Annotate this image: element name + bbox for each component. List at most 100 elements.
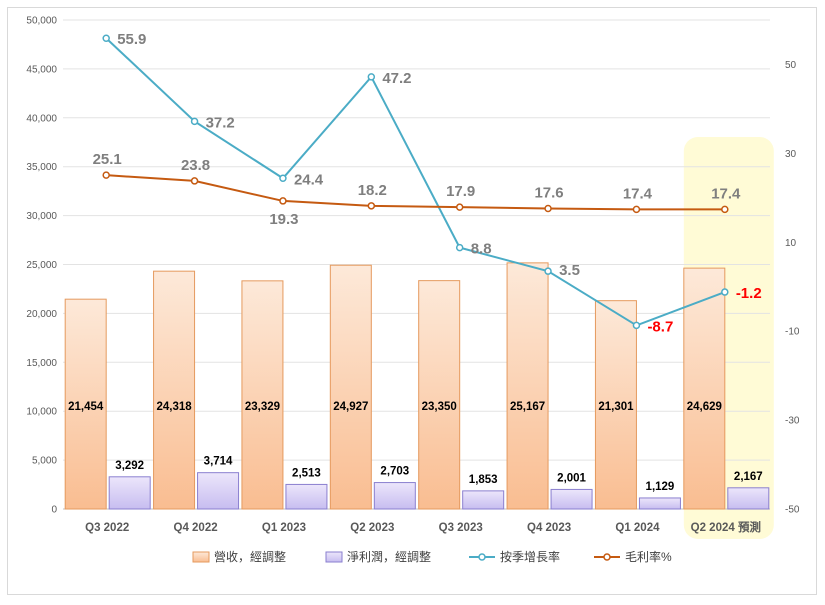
net-profit-bar-label: 2,513 — [292, 467, 321, 479]
left-axis-tick-label: 20,000 — [26, 309, 57, 320]
left-axis-tick-label: 15,000 — [26, 358, 57, 369]
growth-point — [455, 243, 464, 252]
gross-margin-point — [279, 197, 287, 205]
revenue-bar — [153, 270, 196, 510]
category-label: Q4 2023 — [527, 522, 571, 534]
category-label: Q3 2022 — [85, 522, 129, 534]
revenue-bar-label: 24,318 — [156, 401, 192, 413]
category-label: Q3 2023 — [439, 522, 483, 534]
growth-data-label: -8.7 — [647, 318, 673, 335]
revenue-bar — [418, 280, 461, 510]
gross-margin-data-label: 17.4 — [711, 185, 741, 202]
gross-margin-point — [190, 177, 199, 185]
left-axis-tick-label: 10,000 — [26, 407, 57, 418]
net-profit-bar — [638, 497, 681, 510]
right-axis-tick-label: -30 — [785, 416, 800, 427]
growth-data-label: 3.5 — [559, 262, 580, 279]
legend-marker — [478, 553, 486, 561]
revenue-bar-label: 21,454 — [68, 401, 104, 413]
category-label: Q1 2024 — [615, 522, 660, 534]
growth-data-label: 8.8 — [471, 241, 492, 258]
right-axis-tick-label: 50 — [785, 60, 797, 71]
growth-data-label: 47.2 — [382, 70, 411, 87]
right-axis-tick-label: -50 — [785, 505, 800, 516]
gross-margin-data-label: 25.1 — [93, 151, 122, 168]
growth-data-label: 37.2 — [206, 114, 235, 131]
category-label: Q2 2023 — [350, 522, 394, 534]
legend-swatch — [192, 551, 210, 563]
revenue-bar — [241, 280, 284, 510]
gross-margin-point — [721, 205, 729, 214]
net-profit-bar — [108, 476, 151, 510]
growth-point — [632, 321, 641, 330]
gross-margin-point — [544, 204, 552, 213]
gross-margin-point — [102, 171, 110, 179]
net-profit-bar — [727, 487, 770, 510]
legend-swatch — [325, 551, 343, 563]
gross-margin-data-label: 19.3 — [269, 211, 298, 228]
net-profit-bar — [550, 488, 593, 510]
growth-data-label: 24.4 — [294, 171, 324, 188]
net-profit-bar-label: 3,714 — [204, 456, 233, 468]
gross-margin-point — [367, 202, 376, 210]
growth-point — [367, 73, 376, 81]
left-axis-tick-label: 45,000 — [26, 64, 57, 75]
growth-data-label: -1.2 — [736, 285, 762, 302]
left-axis-tick-label: 25,000 — [26, 260, 57, 271]
legend-label: 營收，經調整 — [214, 549, 286, 564]
revenue-bar-label: 24,927 — [333, 401, 368, 413]
growth-point — [544, 267, 552, 275]
revenue-bar — [64, 298, 107, 510]
left-axis-tick-label: 30,000 — [26, 211, 57, 222]
gross-margin-data-label: 23.8 — [181, 157, 210, 174]
revenue-bar-label: 24,629 — [687, 401, 722, 413]
growth-point — [279, 174, 287, 183]
left-axis-tick-label: 40,000 — [26, 113, 57, 124]
right-axis-tick-label: 30 — [785, 149, 797, 160]
net-profit-bar-label: 1,129 — [646, 481, 675, 493]
revenue-bar — [506, 262, 549, 510]
revenue-bar — [329, 264, 372, 510]
gross-margin-data-label: 18.2 — [358, 182, 387, 199]
growth-point — [190, 117, 199, 126]
growth-line — [105, 37, 726, 327]
legend-marker — [603, 553, 611, 561]
left-axis-tick-label: 50,000 — [26, 16, 57, 27]
net-profit-bar-label: 2,167 — [734, 471, 763, 483]
net-profit-bar — [373, 482, 416, 510]
category-label: Q4 2022 — [174, 522, 218, 534]
legend-label: 按季增長率 — [500, 549, 560, 564]
revenue-bar-label: 21,301 — [598, 401, 634, 413]
net-profit-bar — [197, 472, 240, 510]
growth-point — [102, 34, 110, 42]
gross-margin-data-label: 17.9 — [446, 183, 475, 200]
left-axis-tick-label: 5,000 — [32, 456, 57, 467]
legend-label: 毛利率% — [625, 549, 672, 564]
net-profit-bar-label: 2,001 — [557, 472, 586, 484]
gross-margin-point — [632, 205, 641, 214]
revenue-bar — [683, 267, 726, 510]
revenue-bar-label: 23,350 — [422, 401, 457, 413]
right-axis-tick-label: -10 — [785, 327, 800, 338]
gross-margin-line — [106, 174, 725, 211]
category-label: Q1 2023 — [262, 522, 306, 534]
net-profit-bar-label: 1,853 — [469, 474, 498, 486]
legend-label: 淨利潤，經調整 — [347, 549, 431, 564]
revenue-bar-label: 25,167 — [510, 401, 545, 413]
growth-data-label: 55.9 — [117, 31, 146, 48]
category-label: Q2 2024 預測 — [691, 520, 761, 534]
net-profit-bar — [462, 490, 505, 510]
revenue-bar — [594, 300, 637, 510]
net-profit-bar-label: 3,292 — [115, 460, 144, 472]
gross-margin-data-label: 17.4 — [623, 185, 653, 202]
left-axis-tick-label: 0 — [51, 505, 57, 516]
gross-margin-data-label: 17.6 — [534, 184, 563, 201]
left-axis-tick-label: 35,000 — [26, 162, 57, 173]
net-profit-bar — [285, 483, 328, 510]
gross-margin-point — [455, 203, 464, 211]
growth-point — [721, 288, 729, 296]
net-profit-bar-label: 2,703 — [380, 466, 409, 478]
right-axis-tick-label: 10 — [785, 238, 797, 249]
revenue-bar-label: 23,329 — [245, 401, 280, 413]
